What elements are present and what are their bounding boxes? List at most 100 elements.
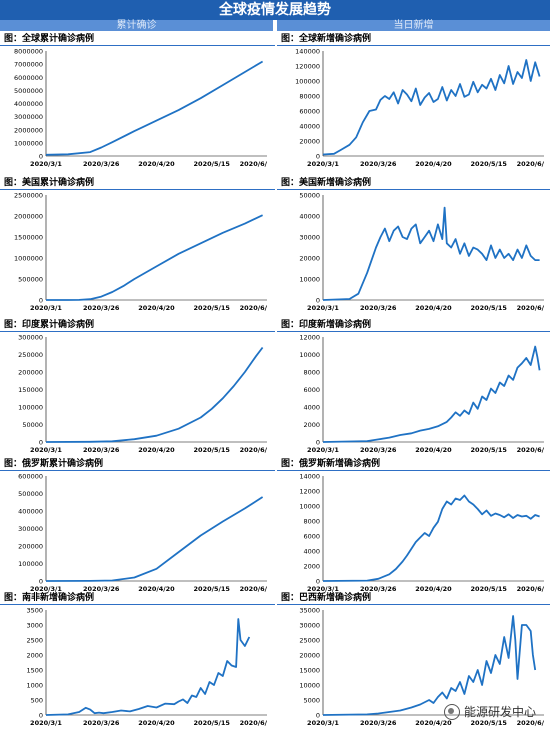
y-tick-label: 8000: [303, 518, 320, 526]
chart-panel-brazil_new: 图：巴西新增确诊病例 0 5000 10000 15000 20000 25000 30000…: [277, 592, 550, 731]
chart-panel-global_cum: 图：全球累计确诊病例 0 1000000 2000000 3000000 4000000 5…: [0, 33, 275, 172]
x-tick-label: 2020/4/20: [415, 160, 452, 168]
y-tick-label: 6000: [303, 386, 320, 394]
title-underline: [277, 331, 550, 332]
chart-title: 图：全球新增确诊病例: [281, 34, 372, 44]
y-tick-label: 1500: [26, 667, 43, 675]
x-tick-label: 2020/3/26: [360, 160, 397, 168]
y-tick-label: 6000000: [14, 74, 43, 82]
chart-panel-global_new: 图：全球新增确诊病例 0 20000 40000 60000 80000 100000 120…: [277, 33, 550, 172]
chart-title: 图：南非新增确诊病例: [4, 593, 95, 603]
chart-title: 图：美国新增确诊病例: [281, 178, 372, 188]
y-tick-label: 10000: [299, 351, 320, 359]
watermark: 能源研发中心: [443, 703, 536, 720]
y-tick-label: 14000: [299, 473, 320, 481]
line-chart-sa_new: 0 500 1000 1500 2000 2500 3000 3500 2020/3/1 2020…: [26, 607, 267, 728]
y-tick-label: 3000000: [14, 113, 43, 121]
y-tick-label: 100000: [18, 404, 43, 412]
title-underline: [277, 470, 550, 471]
x-tick-label: 2020/6/: [240, 446, 268, 454]
y-tick-label: 150000: [18, 386, 43, 394]
y-tick-label: 10000: [299, 503, 320, 511]
y-tick-label: 30000: [299, 622, 320, 630]
chart-title: 图：印度新增确诊病例: [281, 320, 372, 330]
y-tick-label: 4000000: [14, 100, 43, 108]
series-line: [45, 60, 264, 156]
x-tick-label: 2020/3/26: [360, 304, 397, 312]
y-tick-label: 0: [316, 578, 320, 586]
x-tick-label: 2020/5/15: [471, 585, 508, 593]
x-tick-label: 2020/6/: [517, 304, 545, 312]
title-underline: [0, 470, 275, 471]
x-tick-label: 2020/4/20: [415, 446, 452, 454]
x-tick-label: 2020/3/1: [307, 160, 339, 168]
y-tick-label: 4000: [303, 548, 320, 556]
y-tick-label: 0: [316, 439, 320, 447]
series-line: [322, 206, 540, 301]
title-underline: [277, 604, 550, 605]
chart-title: 图：俄罗斯新增确诊病例: [281, 459, 381, 469]
y-tick-label: 400000: [18, 508, 43, 516]
y-tick-label: 1000000: [14, 255, 43, 263]
y-tick-label: 0: [39, 297, 43, 305]
x-tick-label: 2020/3/1: [30, 719, 62, 727]
y-tick-label: 300000: [18, 334, 43, 342]
title-underline: [0, 189, 275, 190]
title-underline: [277, 189, 550, 190]
y-tick-label: 8000: [303, 369, 320, 377]
x-tick-label: 2020/3/1: [30, 446, 62, 454]
y-tick-label: 4000: [303, 404, 320, 412]
y-tick-label: 10000: [299, 682, 320, 690]
x-tick-label: 2020/6/: [517, 585, 545, 593]
line-chart-india_cum: 0 50000 100000 150000 200000 250000 300000 2020…: [18, 334, 268, 455]
y-tick-label: 0: [39, 712, 43, 720]
watermark-text: 能源研发中心: [463, 705, 536, 719]
y-tick-label: 500000: [18, 490, 43, 498]
y-tick-label: 2000: [26, 652, 43, 660]
x-tick-label: 2020/6/: [517, 719, 545, 727]
chart-title: 图：美国累计确诊病例: [4, 178, 95, 188]
y-tick-label: 500000: [18, 276, 43, 284]
chart-title: 图：印度累计确诊病例: [4, 320, 95, 330]
x-tick-label: 2020/4/20: [415, 719, 452, 727]
y-tick-label: 8000000: [14, 48, 43, 56]
series-line: [322, 345, 541, 443]
x-tick-label: 2020/3/26: [83, 585, 120, 593]
x-tick-label: 2020/4/20: [138, 719, 175, 727]
x-tick-label: 2020/3/1: [307, 585, 339, 593]
x-tick-label: 2020/4/20: [415, 304, 452, 312]
y-tick-label: 200000: [18, 543, 43, 551]
y-tick-label: 40000: [299, 213, 320, 221]
x-tick-label: 2020/5/15: [194, 719, 231, 727]
x-tick-label: 2020/5/15: [471, 304, 508, 312]
x-tick-label: 2020/3/26: [83, 160, 120, 168]
y-tick-label: 0: [39, 153, 43, 161]
line-chart-russia_cum: 0 100000 200000 300000 400000 500000 600000 202…: [18, 473, 267, 594]
series-line: [45, 618, 251, 716]
x-tick-label: 2020/3/1: [30, 160, 62, 168]
series-line: [322, 494, 540, 582]
series-line: [45, 346, 264, 443]
x-tick-label: 2020/6/: [240, 160, 268, 168]
y-tick-label: 1000: [26, 682, 43, 690]
series-line: [322, 615, 537, 716]
y-tick-label: 50000: [22, 421, 43, 429]
y-tick-label: 80000: [299, 93, 320, 101]
y-tick-label: 300000: [18, 525, 43, 533]
y-tick-label: 20000: [299, 255, 320, 263]
y-tick-label: 200000: [18, 369, 43, 377]
y-tick-label: 50000: [299, 192, 320, 200]
y-tick-label: 0: [39, 578, 43, 586]
chart-panel-russia_new: 图：俄罗斯新增确诊病例 0 2000 4000 6000 8000 10000 12000 14…: [277, 458, 550, 597]
x-tick-label: 2020/3/26: [83, 304, 120, 312]
y-tick-label: 1000000: [14, 139, 43, 147]
y-tick-label: 250000: [18, 351, 43, 359]
x-tick-label: 2020/5/15: [471, 446, 508, 454]
chart-panel-russia_cum: 图：俄罗斯累计确诊病例 0 100000 200000 300000 400000 5000…: [0, 458, 275, 597]
y-tick-label: 0: [316, 712, 320, 720]
x-tick-label: 2020/4/20: [138, 446, 175, 454]
chart-title: 图：俄罗斯累计确诊病例: [4, 459, 104, 469]
y-tick-label: 0: [316, 153, 320, 161]
line-chart-india_new: 0 2000 4000 6000 8000 10000 12000 2020/3/1 2020/…: [299, 334, 544, 455]
x-tick-label: 2020/5/15: [471, 719, 508, 727]
